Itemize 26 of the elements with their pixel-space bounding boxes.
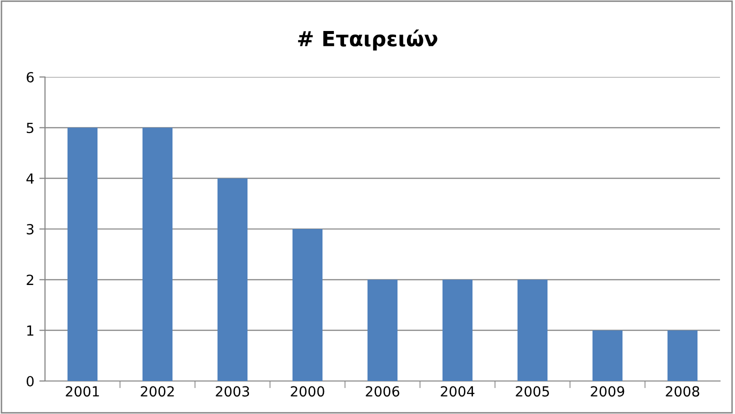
x-tick-label: 2008 [666,386,700,397]
x-tick-label: 2009 [590,386,624,397]
x-tick-label: 2003 [216,386,250,397]
x-tick-label: 2002 [140,386,174,397]
y-tick-label: 2 [26,274,34,285]
bar [442,280,472,381]
y-tick-label: 4 [26,173,34,184]
x-tick-label: 2005 [516,386,549,397]
x-tick-label: 2001 [66,386,99,397]
bar [68,128,98,381]
bar [518,280,548,381]
y-tick-label: 3 [26,224,34,234]
y-tick-label: 6 [26,72,34,82]
y-tick-label: 0 [26,376,34,386]
bar [292,229,322,381]
bar [142,128,172,381]
bar [668,330,698,381]
y-tick-label: 5 [26,122,34,134]
bar [218,178,248,381]
bar [592,330,622,381]
x-tick-label: 2006 [366,386,400,397]
x-tick-label: 2004 [440,386,474,397]
bar [368,280,398,381]
x-tick-label: 2000 [290,386,324,397]
y-tick-label: 1 [27,325,34,336]
chart-title: # Εταιρειών [298,30,438,50]
